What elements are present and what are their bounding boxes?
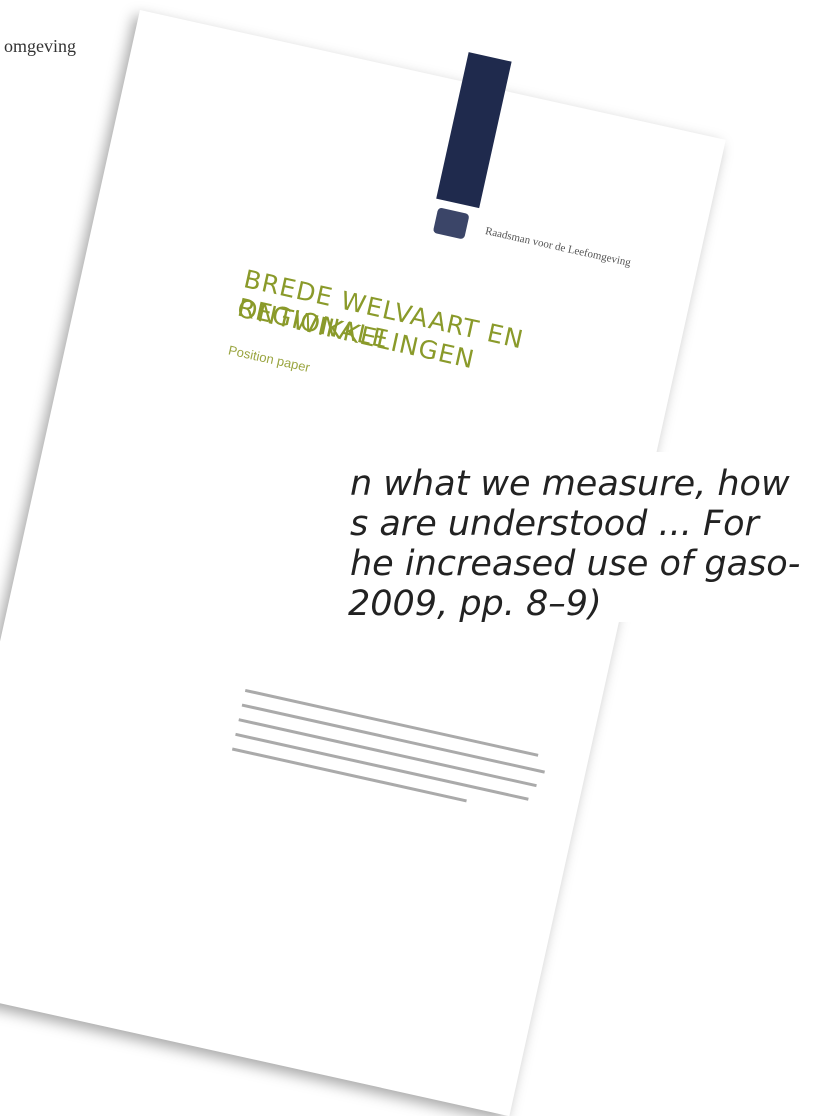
quote-line: he increased use of gaso- bbox=[350, 544, 800, 584]
logo-crest bbox=[433, 207, 470, 239]
screen: omgeving Raadsman voor de Leefomgeving B… bbox=[0, 0, 833, 887]
title: BREDE WELVAART EN REGIONALE bbox=[235, 264, 677, 416]
body-text bbox=[232, 748, 467, 803]
quote-line: n what we measure, how bbox=[350, 464, 790, 504]
body-text bbox=[238, 718, 536, 787]
logo-bar bbox=[436, 52, 511, 208]
header-fragment: omgeving bbox=[4, 36, 76, 57]
quote-box: n what we measure, how s are understood … bbox=[338, 452, 833, 622]
organization: Raadsman voor de Leefomgeving bbox=[484, 225, 632, 269]
quote-line: s are understood ... For bbox=[350, 504, 759, 544]
page: {"header": {"fragment": "omgeving"}, "do… bbox=[0, 0, 833, 887]
subtitle: Position paper bbox=[227, 342, 311, 375]
body-text bbox=[242, 704, 545, 774]
quote-line: 2009, pp. 8–9) bbox=[348, 584, 602, 624]
